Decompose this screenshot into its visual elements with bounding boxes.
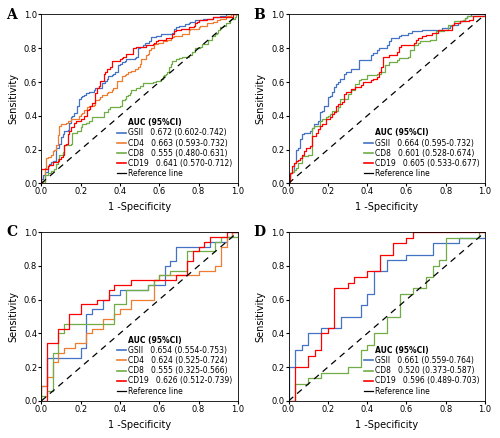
- Legend: AUC (95%CI), GSII   0.661 (0.559-0.764), CD8   0.520 (0.373-0.587), CD19   0.596: AUC (95%CI), GSII 0.661 (0.559-0.764), C…: [362, 344, 482, 397]
- X-axis label: 1 -Specificity: 1 -Specificity: [108, 420, 171, 430]
- Text: C: C: [6, 225, 17, 239]
- Text: A: A: [6, 8, 16, 22]
- Text: D: D: [253, 225, 266, 239]
- X-axis label: 1 -Specificity: 1 -Specificity: [108, 202, 171, 212]
- Legend: AUC (95%CI), GSII   0.654 (0.554-0.753), CD4   0.624 (0.525-0.724), CD8   0.555 : AUC (95%CI), GSII 0.654 (0.554-0.753), C…: [116, 334, 234, 397]
- Y-axis label: Sensitivity: Sensitivity: [256, 291, 266, 342]
- Text: B: B: [253, 8, 265, 22]
- X-axis label: 1 -Specificity: 1 -Specificity: [356, 202, 418, 212]
- Y-axis label: Sensitivity: Sensitivity: [256, 74, 266, 124]
- Y-axis label: Sensitivity: Sensitivity: [8, 74, 18, 124]
- Y-axis label: Sensitivity: Sensitivity: [8, 291, 18, 342]
- Legend: AUC (95%CI), GSII   0.672 (0.602-0.742), CD4   0.663 (0.593-0.732), CD8   0.555 : AUC (95%CI), GSII 0.672 (0.602-0.742), C…: [116, 117, 234, 180]
- X-axis label: 1 -Specificity: 1 -Specificity: [356, 420, 418, 430]
- Legend: AUC (95%CI), GSII   0.664 (0.595-0.732), CD8   0.601 (0.528-0.674), CD19   0.605: AUC (95%CI), GSII 0.664 (0.595-0.732), C…: [362, 127, 482, 180]
